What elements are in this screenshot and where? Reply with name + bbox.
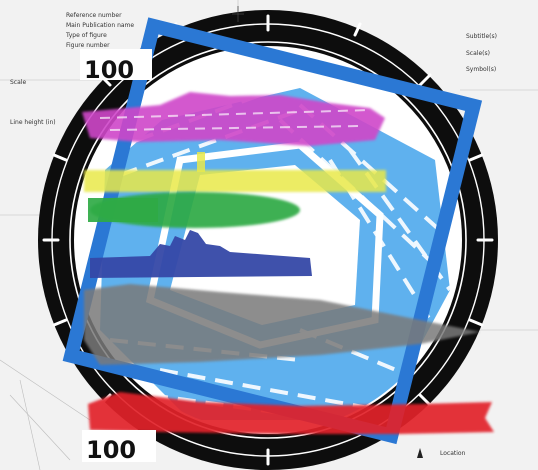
big-text-box-bottom	[82, 430, 156, 462]
sheet-notes-left: Scale Line height (in)	[10, 79, 56, 126]
note-line: Main Publication name	[66, 22, 134, 29]
green-band-left	[88, 198, 158, 222]
note-line: Scale(s)	[466, 50, 490, 57]
sheet-notes-top-right: Subtitle(s) Scale(s) Symbol(s)	[466, 33, 497, 73]
magenta-band	[82, 92, 385, 146]
navy-band	[90, 230, 312, 278]
big-number-top: 100	[84, 56, 134, 84]
magenta-band-stripes	[99, 109, 371, 131]
note-line: Location	[440, 450, 466, 457]
note-line: Type of figure	[65, 32, 107, 39]
big-text-box-top	[80, 49, 152, 80]
compass-rose-icon	[232, 6, 244, 22]
north-arrow-icon	[417, 448, 423, 458]
note-line: Subtitle(s)	[466, 33, 497, 40]
note-line: Scale	[10, 79, 26, 86]
sheet-notes-bottom-right: Location	[440, 450, 466, 457]
ring-track-inner	[69, 41, 467, 439]
note-line: Line height (in)	[10, 119, 56, 126]
red-band	[88, 392, 494, 434]
big-number-bottom: 100	[86, 436, 136, 464]
grey-band	[84, 284, 480, 365]
note-line: Figure number	[66, 42, 110, 49]
sheet-notes-top-left: Reference number Main Publication name T…	[65, 12, 134, 49]
yellow-band	[84, 170, 386, 192]
yellow-band-spike	[197, 152, 205, 172]
note-line: Reference number	[66, 12, 122, 19]
note-line: Symbol(s)	[466, 66, 496, 73]
